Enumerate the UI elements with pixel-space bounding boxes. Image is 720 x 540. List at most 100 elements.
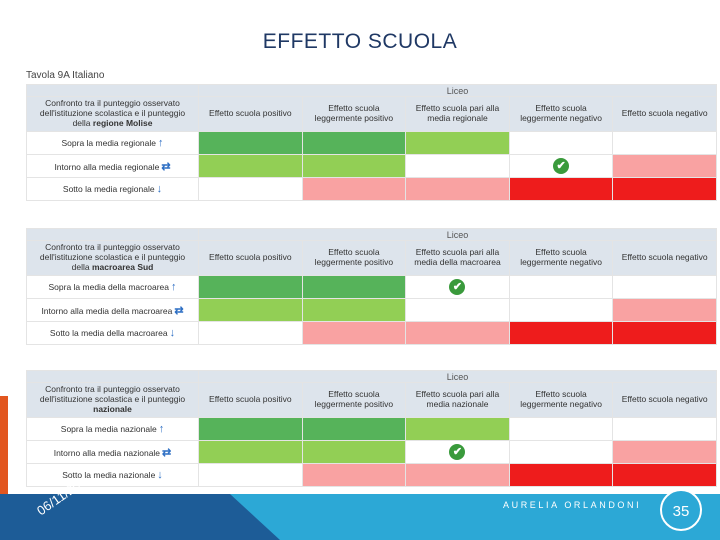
effect-cell — [301, 417, 407, 441]
comparison-header: Confronto tra il punteggio osservato del… — [26, 382, 199, 418]
table-row: Intorno alla media della macroarea ⇄ — [26, 298, 717, 322]
group-spacer — [26, 84, 199, 97]
left-accent-bar — [0, 396, 8, 540]
column-header: Effetto scuola pari alla media nazionale — [405, 382, 510, 418]
comparison-header: Confronto tra il punteggio osservato del… — [26, 96, 199, 132]
column-header: Effetto scuola leggermente negativo — [508, 240, 614, 276]
column-header: Effetto scuola positivo — [198, 96, 303, 132]
arrow-left-right-icon: ⇄ — [162, 446, 172, 459]
row-label-cell: Sopra la media regionale ↑ — [26, 131, 199, 155]
effect-cell — [612, 440, 717, 464]
effect-cell: ✔ — [508, 154, 614, 178]
effect-cell — [405, 417, 510, 441]
table-caption: Tavola 9A Italiano — [26, 70, 105, 81]
effect-cell — [612, 298, 717, 322]
footer-dark-wedge — [0, 494, 280, 540]
arrow-up-icon: ↑ — [170, 281, 177, 293]
row-label-cell: Sotto la media regionale ↓ — [26, 177, 199, 201]
effect-cell — [198, 154, 303, 178]
row-label-cell: Sotto la media della macroarea ↓ — [26, 321, 199, 345]
effect-cell — [198, 275, 303, 299]
row-label-cell: Intorno alla media nazionale ⇄ — [26, 440, 199, 464]
effect-cell: ✔ — [405, 275, 510, 299]
column-header: Effetto scuola leggermente positivo — [301, 240, 407, 276]
effect-cell — [508, 275, 614, 299]
effect-cell — [198, 321, 303, 345]
table-row: Sopra la media nazionale ↑ — [26, 417, 717, 441]
column-header: Effetto scuola negativo — [612, 382, 717, 418]
effect-cell — [405, 131, 510, 155]
column-header: Effetto scuola pari alla media regionale — [405, 96, 510, 132]
arrow-down-icon: ↓ — [156, 183, 163, 195]
row-label: Intorno alla media nazionale — [53, 447, 161, 458]
arrow-down-icon: ↓ — [169, 327, 176, 339]
effect-cell — [301, 298, 407, 322]
effect-cell — [508, 440, 614, 464]
effect-cell: ✔ — [405, 440, 510, 464]
row-label: Sopra la media nazionale — [60, 424, 157, 434]
effect-cell — [301, 154, 407, 178]
slide-title: EFFETTO SCUOLA — [262, 30, 458, 53]
effect-cell — [301, 177, 407, 201]
comparison-header-text: Confronto tra il punteggio osservato del… — [39, 242, 186, 272]
comparison-header-text: Confronto tra il punteggio osservato del… — [39, 384, 186, 405]
column-header: Effetto scuola leggermente positivo — [301, 382, 407, 418]
effect-cell — [508, 177, 614, 201]
effect-cell — [612, 321, 717, 345]
row-label: Intorno alla media regionale — [54, 161, 160, 172]
row-label-cell: Intorno alla media della macroarea ⇄ — [26, 298, 199, 322]
effect-table-1: Liceo Confronto tra il punteggio osservat… — [26, 84, 717, 201]
group-spacer — [26, 370, 199, 383]
effect-cell — [405, 177, 510, 201]
effect-cell — [301, 131, 407, 155]
row-label: Sotto la media nazionale — [62, 470, 156, 480]
row-label: Sopra la media regionale — [61, 138, 156, 148]
effect-cell — [198, 463, 303, 487]
column-header: Effetto scuola leggermente positivo — [301, 96, 407, 132]
table-row: Sopra la media della macroarea ↑ ✔ — [26, 275, 717, 299]
arrow-down-icon: ↓ — [157, 469, 163, 481]
effect-cell — [198, 440, 303, 464]
effect-cell — [301, 440, 407, 464]
group-label: Liceo — [198, 84, 717, 97]
checkmark-icon: ✔ — [553, 158, 570, 174]
effect-cell — [612, 131, 717, 155]
group-label: Liceo — [198, 228, 717, 241]
row-label: Sotto la media della macroarea — [49, 328, 168, 338]
effect-cell — [198, 131, 303, 155]
effect-cell — [301, 275, 407, 299]
row-label-cell: Sotto la media nazionale ↓ — [26, 463, 199, 487]
effect-cell — [301, 321, 407, 345]
arrow-up-icon: ↑ — [158, 423, 165, 435]
column-header: Effetto scuola leggermente negativo — [508, 96, 614, 132]
effect-table-2: Liceo Confronto tra il punteggio osservat… — [26, 228, 717, 345]
arrow-up-icon: ↑ — [158, 137, 164, 149]
effect-cell — [405, 154, 510, 178]
effect-cell — [612, 177, 717, 201]
effect-cell — [508, 131, 614, 155]
row-label: Sotto la media regionale — [62, 184, 155, 194]
effect-cell — [612, 275, 717, 299]
effect-cell — [198, 298, 303, 322]
column-header: Effetto scuola negativo — [612, 240, 717, 276]
column-header: Effetto scuola leggermente negativo — [508, 382, 614, 418]
effect-cell — [405, 463, 510, 487]
group-label: Liceo — [198, 370, 717, 383]
effect-cell — [508, 321, 614, 345]
effect-cell — [612, 154, 717, 178]
column-header: Effetto scuola positivo — [198, 240, 303, 276]
column-header: Effetto scuola negativo — [612, 96, 717, 132]
row-label: Sopra la media della macroarea — [48, 282, 169, 292]
table-row: Sotto la media della macroarea ↓ — [26, 321, 717, 345]
footer-author: AURELIA ORLANDONI — [503, 500, 642, 510]
effect-cell — [508, 298, 614, 322]
effect-cell — [508, 463, 614, 487]
comparison-header-area: macroarea Sud — [91, 261, 154, 272]
column-header: Effetto scuola pari alla media della mac… — [405, 240, 510, 276]
effect-cell — [301, 463, 407, 487]
group-spacer — [26, 228, 199, 241]
effect-cell — [405, 321, 510, 345]
page-number: 35 — [660, 489, 702, 531]
row-label-cell: Sopra la media della macroarea ↑ — [26, 275, 199, 299]
row-label: Intorno alla media della macroarea — [41, 305, 173, 316]
